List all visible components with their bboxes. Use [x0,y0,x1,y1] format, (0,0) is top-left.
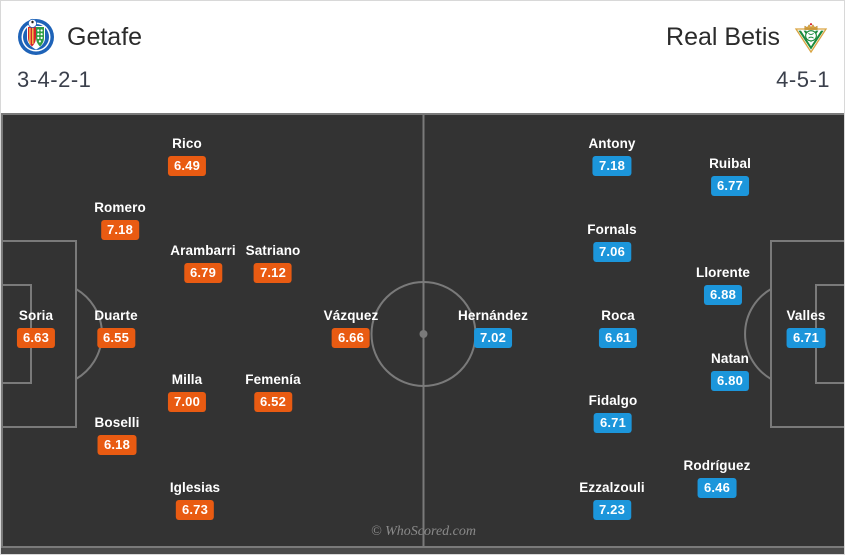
player-rating: 7.18 [100,219,140,240]
player-rating: 6.66 [331,327,371,348]
player-name: Valles [786,308,826,323]
player-name: Hernández [458,308,528,323]
player-rating: 7.00 [167,391,207,412]
player-hernandez[interactable]: Hernández 7.02 [458,309,528,348]
player-romero[interactable]: Romero 7.18 [94,201,146,240]
whoscored-watermark: © WhoScored.com [371,524,476,539]
player-rating: 6.88 [703,284,743,305]
pitch: Soria 6.63 Duarte 6.55 Romero 7.18 Bosel… [1,113,844,554]
player-natan[interactable]: Natan 6.80 [710,351,750,391]
player-antony[interactable]: Antony 7.18 [588,137,635,176]
player-name: Milla [171,372,203,387]
player-rating: 7.12 [253,262,293,283]
player-rating: 6.79 [183,262,223,283]
player-rating: 7.02 [473,327,513,348]
player-name: Roca [601,308,635,323]
home-team-name: Getafe [67,22,143,51]
player-name: Satriano [245,243,301,258]
player-roca[interactable]: Roca 6.61 [598,308,638,348]
player-vazquez[interactable]: Vázquez 6.66 [324,309,379,348]
player-rating: 6.46 [697,477,737,498]
player-rating: 6.71 [786,327,826,348]
player-satriano[interactable]: Satriano 7.12 [246,244,301,283]
player-soria[interactable]: Soria 6.63 [16,308,56,348]
player-name: Llorente [695,265,751,280]
home-team-row: Getafe [17,17,142,57]
player-name: Femenía [245,372,301,387]
player-rating: 7.18 [592,155,632,176]
player-rating: 6.52 [253,391,293,412]
player-llorente[interactable]: Llorente 6.88 [696,266,750,305]
player-rating: 7.06 [592,241,632,262]
player-rodriguez[interactable]: Rodríguez 6.46 [684,459,751,498]
player-name: Ruibal [709,156,751,171]
player-name: Romero [94,200,146,215]
player-name: Rico [172,136,202,151]
away-formation: 4-5-1 [776,67,830,92]
player-name: Arambarri [170,243,236,258]
player-name: Iglesias [169,480,221,495]
player-rating: 7.23 [592,499,632,520]
bottom-strip [1,548,844,554]
player-name: Fidalgo [588,393,638,408]
player-rating: 6.73 [175,499,215,520]
player-name: Natan [710,351,750,366]
player-rating: 6.80 [710,370,750,391]
player-rating: 6.55 [96,327,136,348]
away-team-block[interactable]: Real Betis [666,17,830,93]
player-ezzalzouli[interactable]: Ezzalzouli 7.23 [579,481,645,520]
real-betis-crest [792,18,830,56]
player-name: Boselli [94,415,140,430]
player-fidalgo[interactable]: Fidalgo 6.71 [589,394,638,433]
player-rating: 6.61 [598,327,638,348]
player-name: Fornals [587,222,637,237]
player-arambarri[interactable]: Arambarri 6.79 [170,243,236,283]
home-team-block[interactable]: Getafe 3-4-2-1 [17,17,142,93]
player-ruibal[interactable]: Ruibal 6.77 [709,157,751,196]
home-formation: 3-4-2-1 [17,67,92,92]
player-name: Ezzalzouli [579,480,645,495]
player-femenia[interactable]: Femenía 6.52 [245,372,301,412]
getafe-crest [17,18,55,56]
player-valles[interactable]: Valles 6.71 [787,309,826,348]
player-rico[interactable]: Rico 6.49 [167,136,207,176]
player-rating: 6.71 [593,412,633,433]
away-team-name: Real Betis [666,22,780,51]
away-team-row: Real Betis [666,17,830,57]
player-rating: 6.77 [710,175,750,196]
player-name: Vázquez [323,308,379,323]
player-name: Duarte [94,308,138,323]
player-iglesias[interactable]: Iglesias 6.73 [170,481,220,520]
player-fornals[interactable]: Fornals 7.06 [587,222,637,262]
match-header: Getafe 3-4-2-1 Real Betis [1,1,844,113]
player-rating: 6.18 [97,434,137,455]
player-rating: 6.49 [167,155,207,176]
player-boselli[interactable]: Boselli 6.18 [95,416,140,455]
player-duarte[interactable]: Duarte 6.55 [94,308,138,348]
player-name: Soria [18,308,54,323]
player-name: Antony [588,136,636,151]
player-name: Rodríguez [683,458,751,473]
player-rating: 6.63 [16,327,56,348]
player-milla[interactable]: Milla 7.00 [167,372,207,412]
